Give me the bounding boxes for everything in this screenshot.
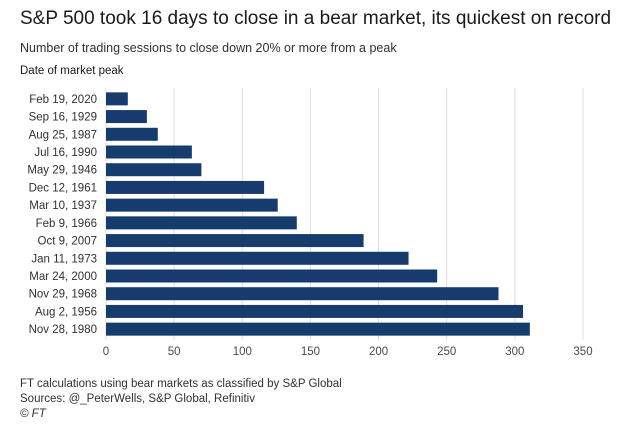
x-tick-label: 150	[301, 346, 320, 358]
category-label: Sep 16, 1929	[29, 112, 97, 124]
bar	[106, 145, 192, 159]
category-label: Jul 16, 1990	[34, 147, 97, 159]
x-tick-label: 50	[168, 346, 181, 358]
sources: Sources: @_PeterWells, S&P Global, Refin…	[20, 393, 255, 405]
category-label: Oct 9, 2007	[38, 236, 97, 248]
category-label: Aug 25, 1987	[29, 129, 97, 141]
category-label: Feb 19, 2020	[29, 94, 97, 106]
category-label: Aug 2, 1956	[35, 306, 97, 318]
ft-brand: © FT	[20, 408, 46, 420]
category-label: Nov 29, 1968	[29, 289, 97, 301]
bar	[106, 322, 530, 336]
bar	[106, 234, 364, 248]
bar	[106, 127, 158, 141]
bar	[106, 92, 128, 106]
category-label: Feb 9, 1966	[36, 218, 97, 230]
bar	[106, 287, 499, 301]
bar	[106, 304, 524, 318]
bars	[106, 92, 530, 336]
category-label: Mar 24, 2000	[29, 271, 97, 283]
bar	[106, 180, 265, 194]
category-label: Dec 12, 1961	[29, 182, 97, 194]
bar	[106, 251, 409, 265]
x-tick-label: 250	[437, 346, 456, 358]
bar	[106, 269, 438, 283]
grid-lines	[105, 88, 584, 340]
y-axis-label: Date of market peak	[20, 65, 124, 77]
x-tick-label: 350	[573, 346, 592, 358]
bar	[106, 163, 202, 177]
x-tick-labels: 0 50 100 150 200 250 300 350	[103, 346, 593, 358]
x-tick-label: 200	[369, 346, 388, 358]
category-label: May 29, 1946	[27, 165, 97, 177]
bar	[106, 216, 297, 230]
chart-title: S&P 500 took 16 days to close in a bear …	[20, 8, 612, 29]
x-tick-label: 100	[233, 346, 252, 358]
category-label: Nov 28, 1980	[29, 324, 97, 336]
category-labels: Feb 19, 2020 Sep 16, 1929 Aug 25, 1987 Jul …	[27, 94, 97, 336]
chart-subtitle: Number of trading sessions to close down…	[20, 41, 397, 55]
bar	[106, 110, 147, 124]
category-label: Jan 11, 1973	[31, 253, 97, 265]
category-label: Mar 10, 1937	[29, 200, 97, 212]
bar	[106, 198, 278, 212]
footnote: FT calculations using bear markets as cl…	[20, 378, 342, 390]
x-tick-label: 300	[505, 346, 524, 358]
x-tick-label: 0	[103, 346, 109, 358]
